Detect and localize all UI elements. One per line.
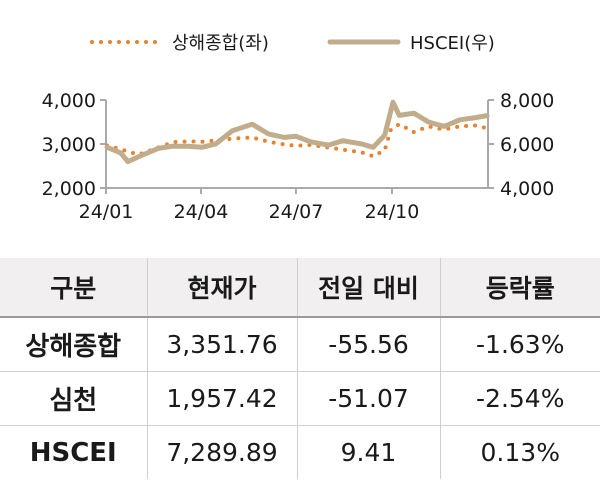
y-right-tick-label: 6,000 (500, 134, 554, 156)
table-header-row: 구분 현재가 전일 대비 등락률 (0, 258, 600, 318)
row-change: -51.07 (296, 371, 440, 426)
row-rate: -1.63% (439, 317, 600, 372)
y-left-tick-label: 4,000 (42, 90, 96, 112)
table-row: 심천 1,957.42 -51.07 -2.54% (0, 371, 600, 426)
x-tick-label: 24/01 (79, 201, 134, 223)
y-left-tick-label: 2,000 (42, 178, 96, 200)
table-row: HSCEI 7,289.89 9.41 0.13% (0, 425, 600, 479)
row-change: 9.41 (296, 425, 440, 479)
header-category: 구분 (0, 258, 147, 318)
row-rate: 0.13% (439, 425, 600, 479)
header-rate: 등락률 (439, 258, 600, 318)
row-name: 상해종합 (0, 317, 147, 372)
y-left-tick-label: 3,000 (42, 134, 96, 156)
row-price: 1,957.42 (146, 371, 297, 426)
row-name: 심천 (0, 371, 147, 426)
row-price: 7,289.89 (146, 425, 297, 479)
index-table: 구분 현재가 전일 대비 등락률 상해종합 3,351.76 -55.56 -1… (0, 258, 600, 479)
header-price: 현재가 (146, 258, 297, 318)
y-right-tick-label: 8,000 (500, 90, 554, 112)
y-right-tick-label: 4,000 (500, 178, 554, 200)
series-line-shanghai (105, 121, 489, 159)
row-name: HSCEI (29, 437, 117, 468)
row-rate: -2.54% (439, 371, 600, 426)
legend-label-hscei: HSCEI(우) (410, 33, 495, 54)
x-tick-label: 24/10 (365, 201, 420, 223)
legend-label-shanghai: 상해종합(좌) (172, 33, 269, 54)
header-change: 전일 대비 (296, 258, 440, 318)
x-tick-label: 24/04 (174, 201, 229, 223)
table-row: 상해종합 3,351.76 -55.56 -1.63% (0, 317, 600, 372)
x-tick-label: 24/07 (269, 201, 324, 223)
index-chart: 4,000 3,000 2,000 8,000 6,000 4,000 24/01 24/04… (42, 33, 555, 223)
row-change: -55.56 (296, 317, 440, 372)
series-line-hscei (104, 99, 490, 165)
row-price: 3,351.76 (146, 317, 297, 372)
